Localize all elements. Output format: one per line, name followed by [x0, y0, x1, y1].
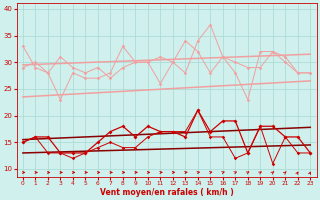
X-axis label: Vent moyen/en rafales ( km/h ): Vent moyen/en rafales ( km/h ) — [100, 188, 234, 197]
